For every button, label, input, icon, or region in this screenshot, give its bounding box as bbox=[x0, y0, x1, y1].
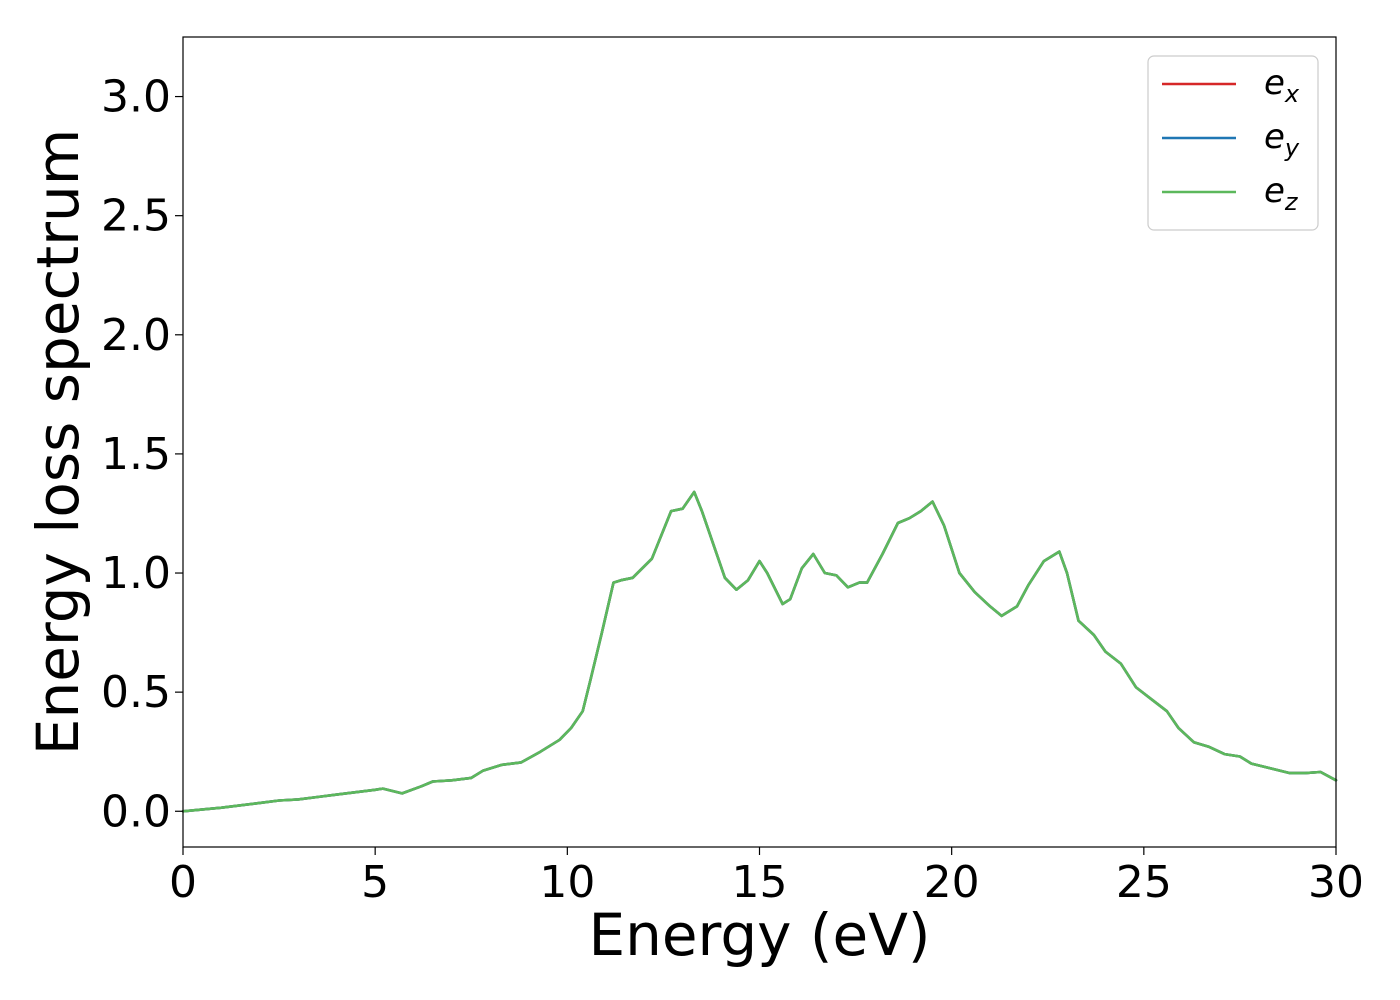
y-tick-label: 1.0 bbox=[101, 548, 171, 599]
y-tick-label: 0.5 bbox=[101, 667, 171, 718]
plot-area bbox=[181, 490, 1338, 813]
legend-box bbox=[1147, 55, 1319, 231]
x-tick-label: 20 bbox=[924, 857, 980, 908]
y-tick-label: 1.5 bbox=[101, 429, 171, 480]
x-axis-ticks: 0 5 10 15 20 25 30 bbox=[169, 847, 1364, 908]
series-line-ey bbox=[181, 490, 1338, 813]
y-tick-label: 2.0 bbox=[101, 310, 171, 361]
legend-label-ez: ez bbox=[1264, 171, 1299, 216]
y-axis-title: Energy loss spectrum bbox=[24, 129, 92, 755]
x-axis-title: Energy (eV) bbox=[588, 901, 930, 969]
series-line-ez bbox=[181, 490, 1338, 813]
x-tick-label: 25 bbox=[1116, 857, 1172, 908]
y-axis-ticks: 0.0 0.5 1.0 1.5 2.0 2.5 3.0 bbox=[101, 72, 183, 837]
series-line-ex bbox=[181, 490, 1338, 813]
x-tick-label: 15 bbox=[732, 857, 788, 908]
y-tick-label: 0.0 bbox=[101, 786, 171, 837]
x-tick-label: 30 bbox=[1308, 857, 1364, 908]
plot-frame bbox=[182, 36, 1337, 848]
y-tick-label: 2.5 bbox=[101, 191, 171, 242]
y-tick-label: 3.0 bbox=[101, 72, 171, 123]
x-tick-label: 10 bbox=[539, 857, 595, 908]
x-tick-label: 0 bbox=[169, 857, 197, 908]
x-tick-label: 5 bbox=[361, 857, 389, 908]
